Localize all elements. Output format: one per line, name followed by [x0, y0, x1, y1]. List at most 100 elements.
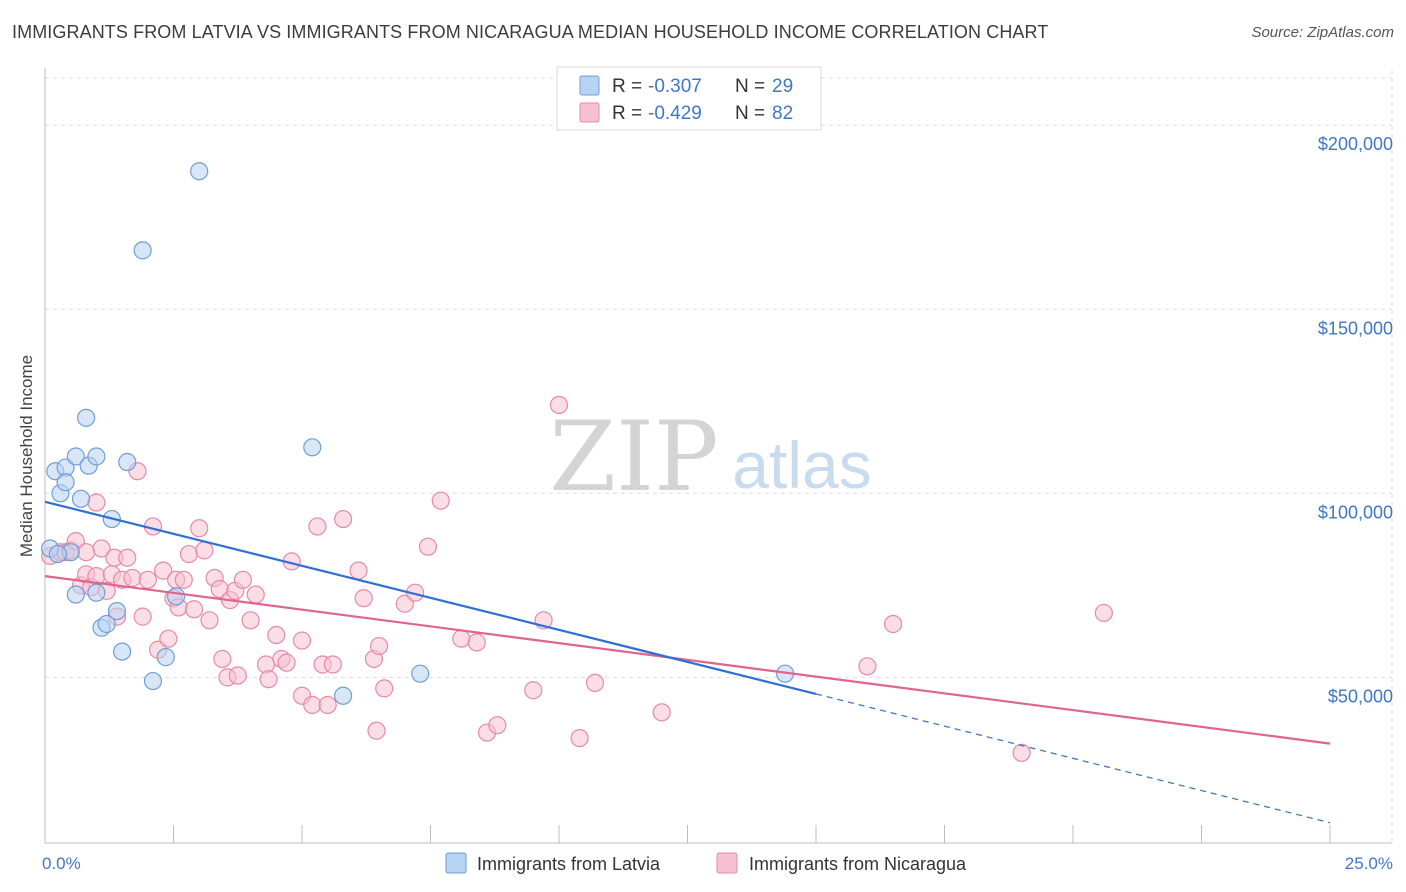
latvia-point: [118, 452, 137, 472]
nicaragua-point: [431, 491, 450, 510]
y-tick-labels: $50,000 $100,000 $150,000 $200,000: [1318, 134, 1393, 706]
nicaragua-point: [292, 631, 312, 650]
nicaragua-point: [375, 679, 394, 698]
nicaragua-point: [883, 614, 903, 634]
source-credit: Source: ZipAtlas.com: [1251, 24, 1394, 41]
nicaragua-point: [585, 673, 605, 692]
nicaragua-point: [549, 395, 569, 415]
latvia-point: [411, 664, 430, 683]
latvia-point: [156, 648, 175, 667]
x-tick-label-min: 0.0%: [42, 854, 81, 873]
nicaragua-point: [259, 670, 278, 689]
legend-row-nicaragua: R = -0.429 N = 82: [612, 103, 793, 124]
nicaragua-point: [195, 541, 214, 560]
latvia-point: [66, 447, 85, 466]
nicaragua-point: [308, 517, 327, 536]
latvia-trend-line: [44, 500, 817, 695]
nicaragua-point: [267, 625, 286, 645]
nicaragua-point: [349, 561, 368, 580]
nicaragua-point: [858, 657, 877, 676]
nicaragua-point: [241, 611, 260, 630]
latvia-point: [112, 642, 132, 661]
nicaragua-point: [133, 607, 152, 626]
nicaragua-point: [303, 695, 322, 715]
nicaragua-n-value: 82: [772, 103, 793, 124]
latvia-point: [56, 473, 75, 492]
latvia-point: [71, 489, 91, 508]
legend-latvia-label: Immigrants from Latvia: [477, 854, 661, 874]
nicaragua-point: [179, 544, 199, 564]
nicaragua-point: [467, 633, 486, 652]
latvia-point: [87, 447, 106, 466]
nicaragua-point: [370, 636, 389, 656]
nicaragua-point: [228, 666, 247, 685]
nicaragua-r-value: -0.429: [648, 103, 702, 124]
watermark-zip: ZIP: [549, 401, 718, 513]
latvia-point: [66, 585, 85, 604]
nicaragua-point: [92, 539, 111, 558]
nicaragua-point: [118, 548, 137, 567]
legend-swatch-nicaragua: [579, 102, 600, 123]
y-tick-label: $200,000: [1318, 134, 1393, 154]
legend-latvia-swatch: [445, 852, 467, 874]
nicaragua-point: [334, 509, 353, 529]
nicaragua-point: [1012, 743, 1031, 762]
latvia-point: [107, 601, 127, 621]
nicaragua-point: [87, 493, 106, 512]
watermark: ZIP atlas: [549, 401, 871, 513]
nicaragua-point: [367, 721, 386, 740]
nicaragua-point: [246, 585, 265, 604]
nicaragua-point: [256, 655, 276, 674]
legend-swatch-latvia: [579, 75, 600, 96]
nicaragua-point: [488, 716, 507, 735]
latvia-point: [133, 241, 152, 260]
nicaragua-point: [323, 655, 342, 674]
latvia-point: [190, 162, 209, 181]
legend-row-latvia: R = -0.307 N = 29: [612, 76, 793, 97]
x-tick-label-max: 25.0%: [1345, 854, 1393, 873]
watermark-atlas: atlas: [732, 428, 871, 502]
latvia-n-value: 29: [772, 76, 793, 97]
nicaragua-point: [318, 695, 337, 715]
nicaragua-point: [138, 570, 157, 589]
correlation-legend: R = -0.307 N = 29 R = -0.429 N = 82: [556, 66, 822, 131]
latvia-point: [97, 614, 116, 634]
gridlines: [45, 70, 1393, 843]
latvia-trend-extension: [815, 693, 1331, 824]
nicaragua-point: [200, 611, 219, 630]
latvia-point: [143, 671, 163, 691]
axes: [44, 68, 1392, 844]
latvia-point: [303, 438, 322, 457]
legend-nicaragua-swatch: [716, 852, 738, 874]
latvia-point: [334, 686, 353, 705]
y-tick-label: $150,000: [1318, 318, 1393, 338]
nicaragua-point: [1094, 603, 1113, 623]
trend-lines: [44, 500, 1331, 824]
nicaragua-point: [213, 649, 232, 669]
latvia-r-value: -0.307: [648, 76, 702, 97]
legend-nicaragua-label: Immigrants from Nicaragua: [749, 854, 967, 874]
y-tick-label: $50,000: [1328, 686, 1393, 706]
nicaragua-point: [354, 589, 373, 608]
series-legend: Immigrants from Latvia Immigrants from N…: [445, 852, 967, 874]
nicaragua-point: [77, 543, 96, 562]
latvia-point: [166, 587, 186, 606]
nicaragua-point: [233, 570, 252, 589]
nicaragua-point: [524, 681, 543, 700]
nicaragua-point: [452, 629, 471, 648]
nicaragua-trend-line: [44, 575, 1331, 745]
nicaragua-point: [159, 629, 178, 648]
y-tick-label: $100,000: [1318, 502, 1393, 522]
nicaragua-point: [652, 703, 671, 722]
nicaragua-point: [174, 570, 193, 589]
legend-box: [556, 66, 822, 131]
nicaragua-point: [123, 568, 142, 588]
nicaragua-point: [154, 561, 173, 580]
latvia-point: [48, 544, 67, 564]
nicaragua-point: [184, 600, 204, 619]
latvia-point: [77, 408, 96, 427]
nicaragua-point: [570, 728, 589, 748]
y-axis-label: Median Household Income: [17, 355, 36, 557]
latvia-point: [87, 583, 106, 602]
